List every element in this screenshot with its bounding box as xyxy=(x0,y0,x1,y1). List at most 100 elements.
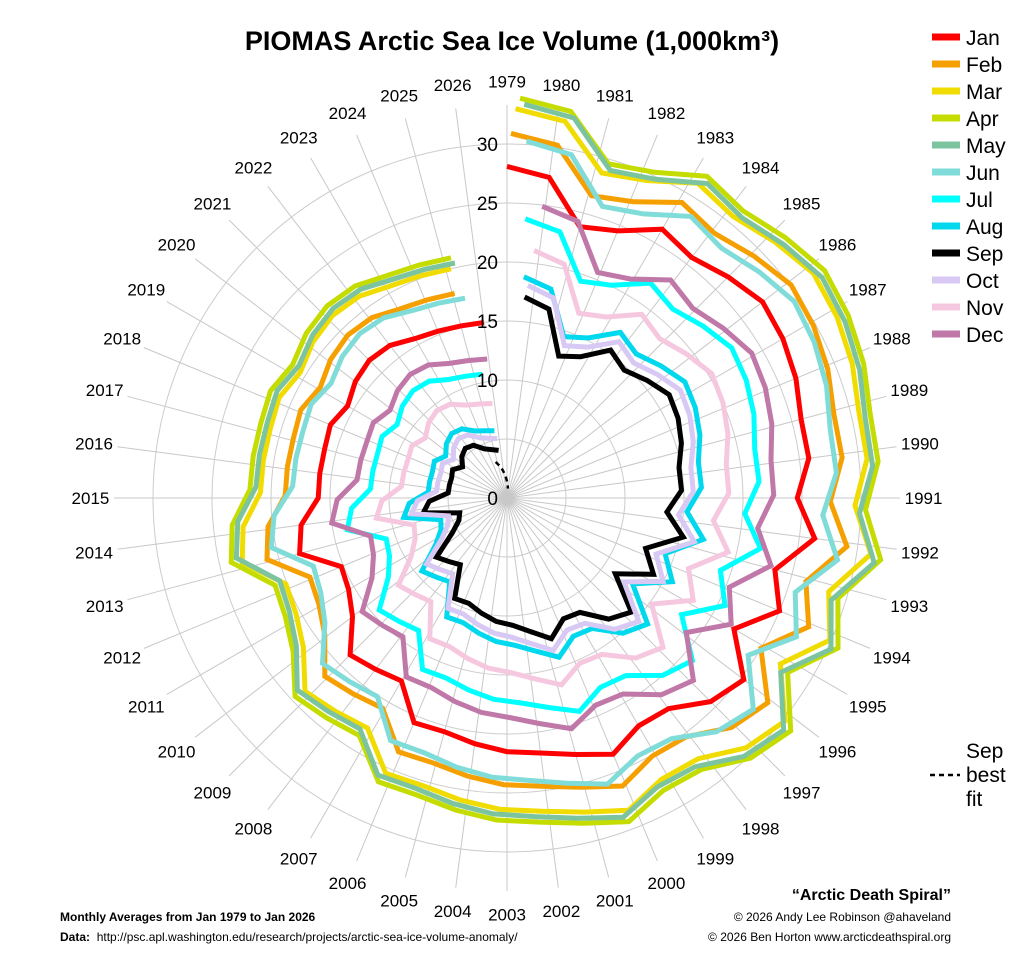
chart-title: PIOMAS Arctic Sea Ice Volume (1,000km³) xyxy=(244,26,780,56)
spoke-line xyxy=(455,108,508,499)
year-label: 2002 xyxy=(542,902,580,921)
credit-horton: © 2026 Ben Horton www.arcticdeathspiral.… xyxy=(708,930,951,944)
spoke-line xyxy=(506,497,887,601)
year-label: 1986 xyxy=(819,235,857,254)
year-label: 1981 xyxy=(596,87,634,106)
year-label: 1995 xyxy=(849,697,887,716)
year-label: 2026 xyxy=(434,76,472,95)
year-label: 2023 xyxy=(280,128,318,147)
year-label: 1999 xyxy=(696,850,734,869)
series-line-apr xyxy=(228,95,884,826)
year-label: 2005 xyxy=(380,891,418,910)
year-label: 1984 xyxy=(742,159,780,178)
data-label: Data: xyxy=(60,930,91,944)
spoke-line xyxy=(356,497,508,862)
legend-label-jan: Jan xyxy=(966,27,1000,50)
legend-label-oct: Oct xyxy=(966,270,999,293)
year-label: 1992 xyxy=(901,543,939,562)
year-label: 1998 xyxy=(742,819,780,838)
spoke-line xyxy=(310,157,508,499)
year-label: 1983 xyxy=(696,128,734,147)
radial-tick-label: 10 xyxy=(477,371,498,392)
series-line-jun xyxy=(268,138,841,787)
year-label: 1994 xyxy=(873,648,911,667)
legend-label-mar: Mar xyxy=(966,81,1002,104)
series-line-nov xyxy=(373,248,732,688)
spoke-line xyxy=(166,301,508,499)
series-line-jul xyxy=(344,216,764,715)
credit-robinson: © 2026 Andy Lee Robinson @ahaveland xyxy=(733,910,951,924)
legend-label-sep: Sep xyxy=(966,243,1003,266)
spoke-line xyxy=(267,497,508,811)
spoke-line xyxy=(404,497,508,878)
year-label: 2021 xyxy=(194,194,232,213)
spoke-line xyxy=(506,497,610,878)
series-line-sep xyxy=(419,294,688,642)
year-label: 1990 xyxy=(901,435,939,454)
radial-tick-label: 30 xyxy=(477,135,498,156)
year-label: 2018 xyxy=(103,330,141,349)
year-label: 2001 xyxy=(596,891,634,910)
year-label: 1997 xyxy=(783,784,821,803)
radial-tick-label: 0 xyxy=(487,489,498,510)
legend-label-best-fit: Sep xyxy=(966,740,1003,763)
year-label: 2020 xyxy=(158,235,196,254)
footer-subtitle: Monthly Averages from Jan 1979 to Jan 20… xyxy=(60,910,316,924)
year-label: 2004 xyxy=(434,902,472,921)
legend-label-aug: Aug xyxy=(966,216,1003,239)
year-label: 2011 xyxy=(128,697,165,716)
year-label: 2010 xyxy=(158,743,196,762)
spoke-line xyxy=(310,497,508,839)
radial-tick-label: 25 xyxy=(477,194,498,215)
year-label: 2015 xyxy=(72,489,110,508)
year-label: 2016 xyxy=(75,435,113,454)
radial-tick-label: 20 xyxy=(477,253,498,274)
year-label: 2014 xyxy=(75,543,113,562)
year-label: 1996 xyxy=(819,743,857,762)
series-line-aug xyxy=(400,274,707,661)
year-label: 2009 xyxy=(194,784,232,803)
year-label: 1989 xyxy=(890,381,928,400)
year-label: 2007 xyxy=(280,850,318,869)
spoke-line xyxy=(506,497,559,888)
year-label: 1987 xyxy=(849,281,887,300)
spoke-line xyxy=(404,118,508,499)
spoke-line xyxy=(506,134,658,499)
radial-tick-label: 15 xyxy=(477,312,498,333)
year-label: 1991 xyxy=(905,489,943,508)
legend-label-best-fit: fit xyxy=(966,788,983,811)
spoke-line xyxy=(117,497,508,550)
year-label: 2019 xyxy=(127,281,165,300)
spiral-name: “Arctic Death Spiral” xyxy=(791,887,951,904)
series-line-jan xyxy=(297,163,818,758)
legend-label-jun: Jun xyxy=(966,162,1000,185)
series-line-may xyxy=(233,101,878,821)
series-line-dec xyxy=(328,203,777,732)
spoke-line xyxy=(127,395,508,499)
spoke-line xyxy=(228,497,508,777)
legend-label-apr: Apr xyxy=(966,108,999,131)
footer-data-line: Data: http://psc.apl.washington.edu/rese… xyxy=(60,930,518,944)
year-label: 1985 xyxy=(783,194,821,213)
year-label: 2012 xyxy=(103,648,141,667)
year-label: 2025 xyxy=(380,87,418,106)
data-url[interactable]: http://psc.apl.washington.edu/research/p… xyxy=(96,930,518,944)
legend-label-dec: Dec xyxy=(966,324,1003,347)
spoke-line xyxy=(143,347,508,499)
series-line-oct xyxy=(407,283,699,654)
legend-label-nov: Nov xyxy=(966,297,1004,320)
year-label: 1982 xyxy=(647,104,685,123)
spoke-line xyxy=(506,497,658,862)
sep-best-fit-line xyxy=(494,461,510,489)
spoke-line xyxy=(506,301,848,499)
series-line-feb xyxy=(264,130,850,790)
series-line-mar xyxy=(239,106,874,815)
spoke-line xyxy=(117,446,508,499)
legend-label-jul: Jul xyxy=(966,189,993,212)
year-label: 2013 xyxy=(86,597,124,616)
year-label: 1980 xyxy=(542,76,580,95)
year-label: 1993 xyxy=(890,597,928,616)
year-label: 2017 xyxy=(86,381,124,400)
legend-label-feb: Feb xyxy=(966,54,1002,77)
